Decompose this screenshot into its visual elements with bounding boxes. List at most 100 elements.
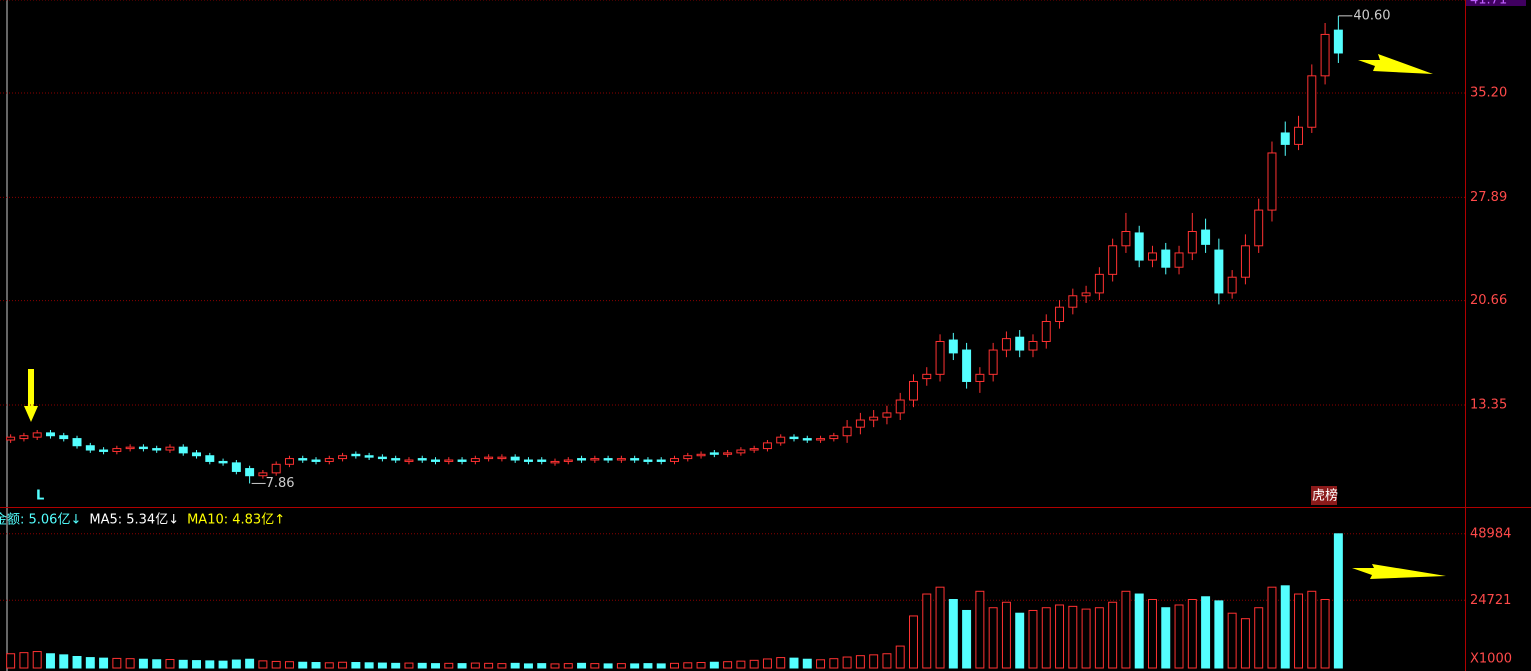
volume-bar (1227, 612, 1237, 669)
candle-body (1320, 33, 1330, 77)
candle-body (431, 459, 440, 462)
volume-bar (1015, 612, 1025, 669)
volume-bar (1001, 601, 1011, 669)
volume-bar (630, 663, 640, 669)
volume-bar (497, 663, 507, 669)
volume-bar (1161, 607, 1171, 669)
candle-body (112, 448, 122, 452)
candle-body (1055, 306, 1065, 322)
candle-body (510, 456, 520, 461)
arrow (1352, 564, 1446, 579)
candle-body (696, 453, 706, 457)
candle-body (802, 438, 812, 441)
volume-bar (523, 663, 533, 669)
candle-body (59, 435, 69, 440)
candle-body (1121, 231, 1131, 247)
candle-body (324, 458, 334, 462)
volume-bar (670, 662, 679, 669)
y-tick-label: 41.71 (1470, 0, 1507, 8)
volume-bar (802, 658, 812, 669)
min-label: 7.86 (266, 476, 295, 491)
volume-bar (152, 659, 162, 669)
volume-bar (444, 662, 454, 669)
candle-body (550, 460, 560, 464)
candle-body (1267, 152, 1277, 211)
volume-bar (603, 663, 613, 669)
volume-bar (431, 663, 440, 669)
volume-bar (19, 652, 29, 669)
candle-body (869, 416, 879, 421)
volume-bar (364, 662, 374, 669)
volume-tick-label: 24721 (1470, 593, 1511, 608)
candle-body (231, 462, 241, 472)
volume-bar (749, 659, 759, 669)
volume-bar (178, 659, 188, 669)
y-tick-label: 13.35 (1470, 398, 1507, 413)
volume-bar (776, 657, 786, 669)
candle-body (404, 459, 414, 462)
candle-body (935, 340, 945, 375)
volume-bar (271, 660, 281, 669)
legend-entry: MA5: 5.34亿↓ (89, 513, 179, 528)
volume-bar (1254, 607, 1264, 669)
volume-bar (1121, 590, 1131, 669)
candle-body (630, 458, 640, 461)
candle-body (1028, 340, 1038, 351)
volume-bar (537, 663, 547, 669)
candle-body (311, 459, 321, 462)
volume-bar (1201, 596, 1211, 669)
volume-bar (895, 645, 905, 669)
volume-bar (1134, 593, 1144, 669)
candle-body (1214, 249, 1224, 294)
volume-bar (696, 662, 706, 669)
candle-body (1161, 249, 1171, 268)
candle-body (762, 442, 772, 450)
candle-body (537, 459, 547, 462)
volume-bar (988, 607, 998, 669)
volume-bar (1320, 599, 1330, 669)
candle-body (643, 459, 653, 462)
badge (1311, 486, 1337, 505)
volume-bar (245, 658, 255, 669)
candle-body (1041, 320, 1051, 342)
volume-tick-label: 48984 (1470, 526, 1511, 541)
candle-body (670, 458, 679, 462)
candle-body (882, 412, 892, 418)
candle-body (351, 453, 361, 457)
volume-bar (45, 653, 55, 669)
candle-body (855, 419, 865, 428)
candle-body (1134, 232, 1144, 261)
candle-body (391, 458, 401, 461)
volume-bar (1068, 605, 1078, 669)
candle-body (962, 349, 972, 382)
volume-bar (138, 658, 148, 669)
candle-body (1333, 29, 1343, 54)
volume-bar (709, 661, 719, 669)
volume-bar (882, 653, 892, 669)
candle-body (1094, 273, 1104, 294)
volume-bar (231, 659, 241, 669)
volume-bar (6, 653, 16, 669)
volume-bar (1187, 599, 1197, 669)
volume-bar (258, 660, 268, 669)
candle-body (1108, 245, 1118, 275)
volume-bar (723, 661, 733, 669)
volume-bar (192, 660, 202, 669)
volume-bar (1081, 608, 1091, 669)
candle-body (656, 459, 666, 462)
volume-bar (789, 657, 799, 669)
volume-bar (1214, 600, 1224, 669)
candle-body (284, 458, 294, 465)
candle-body (444, 459, 454, 462)
marker-label: L (36, 489, 44, 504)
volume-bar (1108, 601, 1118, 669)
volume-bar (616, 663, 626, 669)
candle-body (72, 438, 82, 447)
candle-body (975, 373, 985, 382)
candle-body (178, 446, 188, 454)
volume-bar (1041, 607, 1051, 669)
volume-bar (1147, 599, 1157, 669)
candle-body (816, 438, 826, 441)
